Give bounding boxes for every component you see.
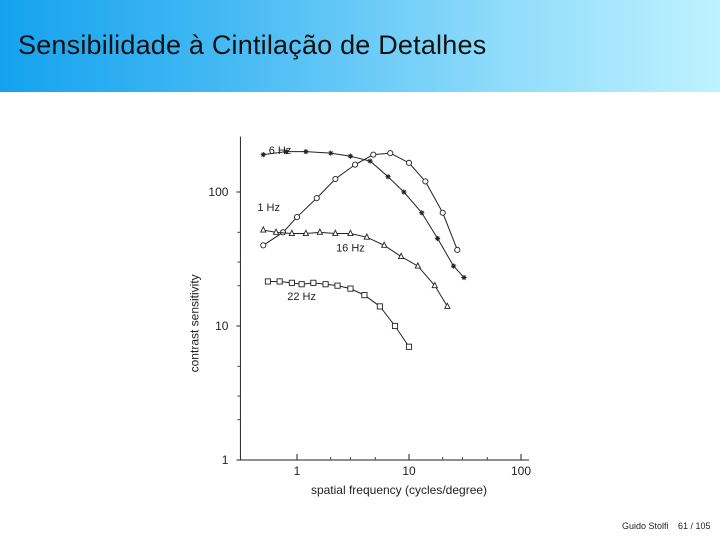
- data-point-circle: [439, 209, 446, 216]
- data-point-circle: [422, 178, 429, 185]
- data-point-triangle: [332, 229, 339, 236]
- data-point-circle: [313, 195, 320, 202]
- series-1-hz: [260, 150, 461, 253]
- data-point-triangle: [316, 228, 324, 235]
- data-point-triangle: [347, 229, 354, 236]
- data-point-triangle: [302, 229, 310, 236]
- data-point-square: [376, 303, 383, 310]
- data-point-triangle: [444, 302, 451, 309]
- data-point-star: [367, 158, 373, 164]
- title-bar: [0, 0, 720, 92]
- data-point-square: [264, 278, 271, 285]
- data-point-triangle: [363, 232, 371, 240]
- data-point-star: [385, 174, 391, 180]
- x-axis-title: spatial frequency (cycles/degree): [311, 483, 487, 497]
- data-point-circle: [405, 159, 413, 166]
- data-point-square: [405, 343, 413, 350]
- data-point-star: [434, 235, 441, 242]
- data-point-star: [461, 274, 467, 281]
- series-name-label: 16 Hz: [336, 243, 365, 255]
- series-name-label: 22 Hz: [287, 291, 316, 303]
- chart-series: [259, 149, 467, 350]
- data-point-square: [391, 322, 399, 330]
- data-point-triangle: [288, 229, 296, 236]
- data-point-star: [328, 150, 334, 156]
- y-tick-label: 10: [215, 319, 229, 333]
- data-point-circle: [352, 161, 359, 168]
- data-point-square: [361, 292, 368, 299]
- slide-title: Sensibilidade à Cintilação de Detalhes: [18, 30, 487, 60]
- data-point-star: [260, 152, 266, 158]
- chart-labels: 1 10 100 1 10 100 spatial frequency (cycles/de…: [187, 145, 531, 497]
- y-tick-label: 100: [208, 185, 228, 199]
- data-point-circle: [454, 246, 461, 253]
- series-22-hz: [264, 278, 413, 350]
- data-point-circle: [293, 214, 301, 221]
- data-point-circle: [370, 151, 377, 158]
- data-point-square: [310, 279, 317, 286]
- data-point-circle: [332, 175, 339, 183]
- data-point-triangle: [259, 225, 267, 233]
- chart-axes: [236, 136, 529, 461]
- footer-author: Guido Stolfi: [622, 521, 669, 531]
- y-tick-label: 1: [222, 453, 229, 467]
- series-6-hz: [260, 149, 467, 281]
- data-point-triangle: [380, 241, 388, 248]
- x-tick-label: 1: [294, 464, 301, 478]
- data-point-triangle: [431, 281, 439, 289]
- series-name-label: 1 Hz: [257, 202, 280, 214]
- y-axis-title: contrast sensitivity: [187, 274, 201, 372]
- data-point-star: [283, 149, 289, 155]
- data-point-circle: [387, 150, 394, 157]
- series-16-hz: [259, 225, 451, 309]
- x-tick-label: 100: [511, 464, 531, 478]
- data-point-triangle: [397, 252, 405, 259]
- data-point-star: [419, 210, 425, 216]
- data-point-star: [450, 263, 457, 269]
- data-point-square: [288, 279, 295, 286]
- series-line: [263, 151, 465, 278]
- data-point-star: [347, 153, 354, 159]
- data-point-triangle: [414, 261, 422, 269]
- data-point-square: [334, 282, 341, 289]
- x-tick-label: 10: [402, 464, 416, 478]
- data-point-star: [401, 189, 407, 195]
- footer-page-number: 61 / 105: [678, 521, 711, 531]
- data-point-square: [322, 281, 329, 288]
- data-point-circle: [260, 242, 267, 249]
- data-point-square: [347, 285, 354, 292]
- data-point-square: [276, 278, 283, 285]
- data-point-square: [298, 281, 305, 288]
- data-point-star: [303, 149, 309, 155]
- series-name-label: 6 Hz: [269, 145, 292, 157]
- data-point-triangle: [272, 228, 280, 235]
